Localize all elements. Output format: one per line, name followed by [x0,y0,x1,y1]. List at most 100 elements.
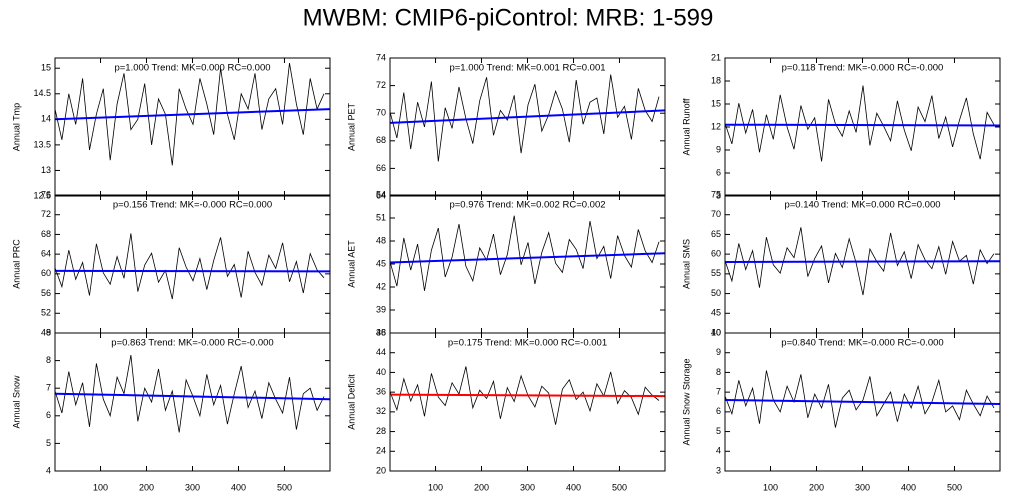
plot-frame [389,57,666,197]
y-tick-label: 48 [376,235,386,245]
y-tick-label: 52 [41,308,51,318]
y-tick-label: 10 [711,327,721,337]
trend-line [389,393,666,398]
y-tick-label: 42 [376,281,386,291]
trend-line [54,108,331,121]
plot-frame [54,57,331,197]
y-tick-label: 9 [716,347,721,357]
y-tick-label: 20 [376,465,386,475]
y-tick-label: 3 [716,465,721,475]
y-tick-label: 7 [46,383,51,393]
y-tick-label: 60 [711,249,721,259]
y-tick-label: 39 [376,304,386,314]
y-tick-label: 48 [41,327,51,337]
y-tick-label: 6 [46,410,51,420]
x-tick-label: 400 [231,482,246,492]
x-tick-label: 300 [855,482,870,492]
y-tick-label: 14 [41,114,51,124]
x-tick-label: 500 [277,482,292,492]
y-tick-label: 76 [41,189,51,199]
y-tick-label: 9 [46,327,51,337]
series-line [389,366,660,425]
y-tick-label: 24 [376,446,386,456]
y-tick-label: 4 [46,465,51,475]
series-line [54,355,325,433]
trend-line [389,252,666,264]
trend-line [724,399,1001,405]
y-axis-label: Annual Snow Storage [681,358,691,445]
y-tick-label: 45 [711,308,721,318]
trend-line [54,392,331,401]
y-tick-label: 64 [376,190,386,200]
y-tick-label: 55 [711,268,721,278]
annotation: p=0.840 Trend: MK=-0.000 RC=-0.000 [781,338,943,349]
plot-frame [389,194,666,334]
y-tick-label: 64 [41,249,51,259]
y-tick-label: 68 [41,229,51,239]
y-tick-label: 15 [41,63,51,73]
y-tick-label: 44 [376,347,386,357]
y-tick-label: 72 [41,209,51,219]
y-tick-label: 3 [716,190,721,200]
y-axis-label: Annual Runoff [681,98,691,155]
trend-line [389,109,666,124]
y-tick-label: 72 [376,80,386,90]
y-axis-label: Annual AET [346,240,356,288]
x-tick-label: 300 [520,482,535,492]
y-tick-label: 6 [716,167,721,177]
y-tick-label: 60 [41,268,51,278]
x-tick-label: 200 [139,482,154,492]
series-line [54,63,325,166]
plot-frame [54,332,331,472]
plot-frame [54,194,331,334]
y-tick-label: 6 [716,406,721,416]
series-line [389,74,660,162]
y-tick-label: 13 [41,165,51,175]
y-tick-label: 14.5 [33,88,51,98]
x-tick-label: 100 [93,482,108,492]
y-axis-label: Annual SMS [681,239,691,289]
y-axis-label: Annual Deficit [346,374,356,430]
x-tick-label: 100 [763,482,778,492]
y-tick-label: 70 [376,108,386,118]
y-axis-label: Annual Snow [11,375,21,429]
y-tick-label: 50 [711,288,721,298]
y-tick-label: 40 [376,367,386,377]
series-line [724,370,995,428]
trend-line [54,269,331,273]
y-tick-label: 48 [376,327,386,337]
y-tick-label: 65 [711,229,721,239]
plot-frame [724,57,1001,197]
y-axis-label: Annual PET [346,102,356,151]
y-tick-label: 8 [46,355,51,365]
x-tick-label: 200 [474,482,489,492]
series-line [54,233,325,300]
annotation: p=0.156 Trend: MK=-0.000 RC=0.000 [113,200,272,211]
y-tick-label: 74 [376,52,386,62]
series-line [724,227,995,296]
x-tick-label: 400 [566,482,581,492]
y-tick-label: 40 [711,327,721,337]
trend-line [724,123,1001,127]
plot-frame [724,194,1001,334]
y-tick-label: 8 [716,367,721,377]
y-tick-label: 66 [376,163,386,173]
plot-frame [389,332,666,472]
y-tick-label: 18 [711,75,721,85]
y-tick-label: 5 [716,426,721,436]
y-tick-label: 70 [711,209,721,219]
y-tick-label: 45 [376,258,386,268]
y-tick-label: 36 [376,387,386,397]
y-tick-label: 36 [376,327,386,337]
y-tick-label: 75 [711,189,721,199]
y-tick-label: 15 [711,98,721,108]
y-tick-label: 54 [376,189,386,199]
y-tick-label: 9 [716,144,721,154]
y-tick-label: 7 [716,387,721,397]
y-tick-label: 12 [711,121,721,131]
annotation: p=0.118 Trend: MK=-0.000 RC=-0.000 [782,63,944,74]
y-tick-label: 56 [41,288,51,298]
annotation: p=0.863 Trend: MK=-0.000 RC=-0.000 [111,338,273,349]
annotation: p=0.976 Trend: MK=0.002 RC=0.002 [449,200,605,211]
chart-title: MWBM: CMIP6-piControl: MRB: 1-599 [303,4,714,31]
